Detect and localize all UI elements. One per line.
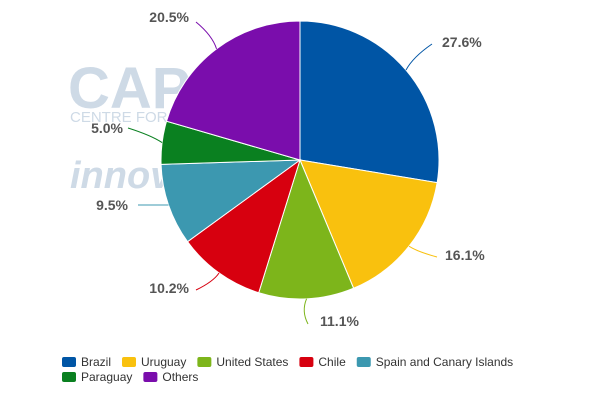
connector-line <box>408 245 438 258</box>
data-label: 20.5% <box>149 9 189 25</box>
pie-labels: 27.6% 16.1% 11.1% 10.2% 9.5% 5.0% 20.5% <box>91 9 485 329</box>
legend-label: Paraguay <box>81 370 132 384</box>
pie-slices <box>160 20 440 300</box>
connector-line <box>405 43 433 71</box>
data-label: 11.1% <box>320 313 359 329</box>
legend-item-chile[interactable]: Chile <box>299 355 346 369</box>
legend: Brazil Uruguay United States Chile Spain and… <box>62 355 513 384</box>
data-label: 27.6% <box>442 34 482 50</box>
legend-swatch <box>356 357 371 367</box>
legend-item-others[interactable]: Others <box>143 370 198 384</box>
legend-label: Others <box>162 370 198 384</box>
connector-line <box>127 127 163 143</box>
legend-item-uruguay[interactable]: Uruguay <box>122 355 186 369</box>
legend-swatch <box>122 357 137 367</box>
legend-swatch <box>62 372 76 382</box>
legend-label: Uruguay <box>141 355 186 369</box>
connector-line <box>195 21 218 49</box>
legend-label: United States <box>216 355 288 369</box>
legend-item-paraguay[interactable]: Paraguay <box>62 370 132 384</box>
legend-swatch <box>62 357 76 367</box>
legend-label: Spain and Canary Islands <box>376 355 513 369</box>
legend-label: Brazil <box>81 355 111 369</box>
pie-slice-others <box>165 20 301 161</box>
data-label: 5.0% <box>91 120 123 136</box>
pie-slice-spain-and-canary-islands <box>160 159 302 243</box>
legend-swatch <box>299 357 314 367</box>
legend-item-united-states[interactable]: United States <box>197 355 288 369</box>
legend-item-spain-and-canary-islands[interactable]: Spain and Canary Islands <box>356 355 513 369</box>
legend-swatch <box>143 372 158 382</box>
data-label: 9.5% <box>96 197 128 213</box>
data-label: 10.2% <box>149 280 189 296</box>
legend-swatch <box>197 357 212 367</box>
connector-line <box>195 272 220 291</box>
legend-label: Chile <box>318 355 346 369</box>
legend-item-brazil[interactable]: Brazil <box>62 355 111 369</box>
pie-slice-brazil <box>299 20 440 184</box>
pie-slice-uruguay <box>299 159 438 289</box>
pie-slice-chile <box>186 158 301 294</box>
data-label: 16.1% <box>445 247 485 263</box>
connector-line <box>303 298 309 325</box>
